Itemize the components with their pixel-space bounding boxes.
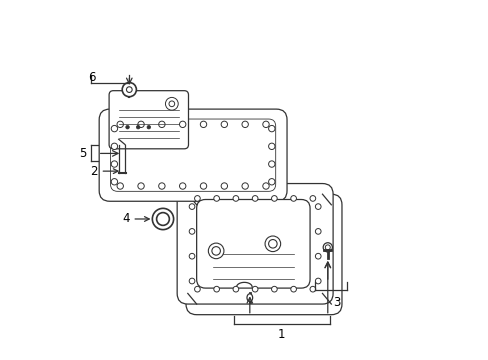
- Ellipse shape: [268, 125, 274, 132]
- Ellipse shape: [117, 121, 123, 127]
- Ellipse shape: [117, 183, 123, 189]
- Text: 2: 2: [90, 165, 118, 177]
- Ellipse shape: [315, 204, 321, 210]
- Ellipse shape: [158, 121, 165, 127]
- Ellipse shape: [136, 125, 140, 129]
- Ellipse shape: [264, 236, 280, 252]
- Ellipse shape: [246, 294, 252, 302]
- Text: 5: 5: [80, 147, 87, 160]
- Ellipse shape: [268, 143, 274, 149]
- Ellipse shape: [125, 125, 129, 129]
- Ellipse shape: [111, 125, 118, 132]
- Ellipse shape: [138, 121, 144, 127]
- Text: 4: 4: [122, 212, 149, 225]
- Ellipse shape: [262, 121, 268, 127]
- Ellipse shape: [268, 161, 274, 167]
- Ellipse shape: [233, 286, 238, 292]
- Ellipse shape: [179, 183, 185, 189]
- Ellipse shape: [271, 195, 277, 201]
- Ellipse shape: [138, 183, 144, 189]
- Ellipse shape: [252, 195, 258, 201]
- Ellipse shape: [242, 183, 248, 189]
- Ellipse shape: [315, 229, 321, 234]
- Ellipse shape: [213, 286, 219, 292]
- Text: 3: 3: [332, 296, 340, 309]
- Ellipse shape: [211, 247, 220, 255]
- Ellipse shape: [152, 208, 173, 230]
- Ellipse shape: [315, 278, 321, 284]
- Ellipse shape: [147, 125, 150, 129]
- FancyBboxPatch shape: [185, 194, 341, 315]
- Ellipse shape: [309, 195, 315, 201]
- FancyBboxPatch shape: [109, 91, 188, 149]
- FancyBboxPatch shape: [99, 109, 286, 201]
- Ellipse shape: [221, 183, 227, 189]
- Text: 6: 6: [88, 71, 96, 84]
- Ellipse shape: [200, 183, 206, 189]
- FancyBboxPatch shape: [196, 199, 309, 288]
- Ellipse shape: [290, 195, 296, 201]
- Ellipse shape: [200, 121, 206, 127]
- Ellipse shape: [233, 195, 238, 201]
- Ellipse shape: [111, 179, 118, 185]
- Ellipse shape: [309, 286, 315, 292]
- Ellipse shape: [189, 204, 195, 210]
- Ellipse shape: [111, 143, 118, 149]
- Ellipse shape: [179, 121, 185, 127]
- Ellipse shape: [194, 286, 200, 292]
- Ellipse shape: [242, 121, 248, 127]
- Ellipse shape: [111, 161, 118, 167]
- Ellipse shape: [158, 183, 165, 189]
- Ellipse shape: [268, 179, 274, 185]
- FancyBboxPatch shape: [177, 184, 332, 304]
- Ellipse shape: [189, 278, 195, 284]
- Ellipse shape: [290, 286, 296, 292]
- Ellipse shape: [213, 195, 219, 201]
- Ellipse shape: [189, 229, 195, 234]
- Ellipse shape: [122, 82, 136, 97]
- Ellipse shape: [262, 183, 268, 189]
- Ellipse shape: [156, 213, 169, 225]
- Ellipse shape: [323, 243, 332, 252]
- Ellipse shape: [268, 239, 277, 248]
- Text: 1: 1: [277, 328, 285, 341]
- Ellipse shape: [126, 87, 132, 93]
- Ellipse shape: [189, 253, 195, 259]
- Ellipse shape: [221, 121, 227, 127]
- Ellipse shape: [194, 195, 200, 201]
- Ellipse shape: [325, 245, 329, 250]
- Ellipse shape: [169, 101, 174, 107]
- Ellipse shape: [208, 243, 224, 259]
- Ellipse shape: [165, 98, 178, 110]
- Ellipse shape: [315, 253, 321, 259]
- Ellipse shape: [252, 286, 258, 292]
- Ellipse shape: [271, 286, 277, 292]
